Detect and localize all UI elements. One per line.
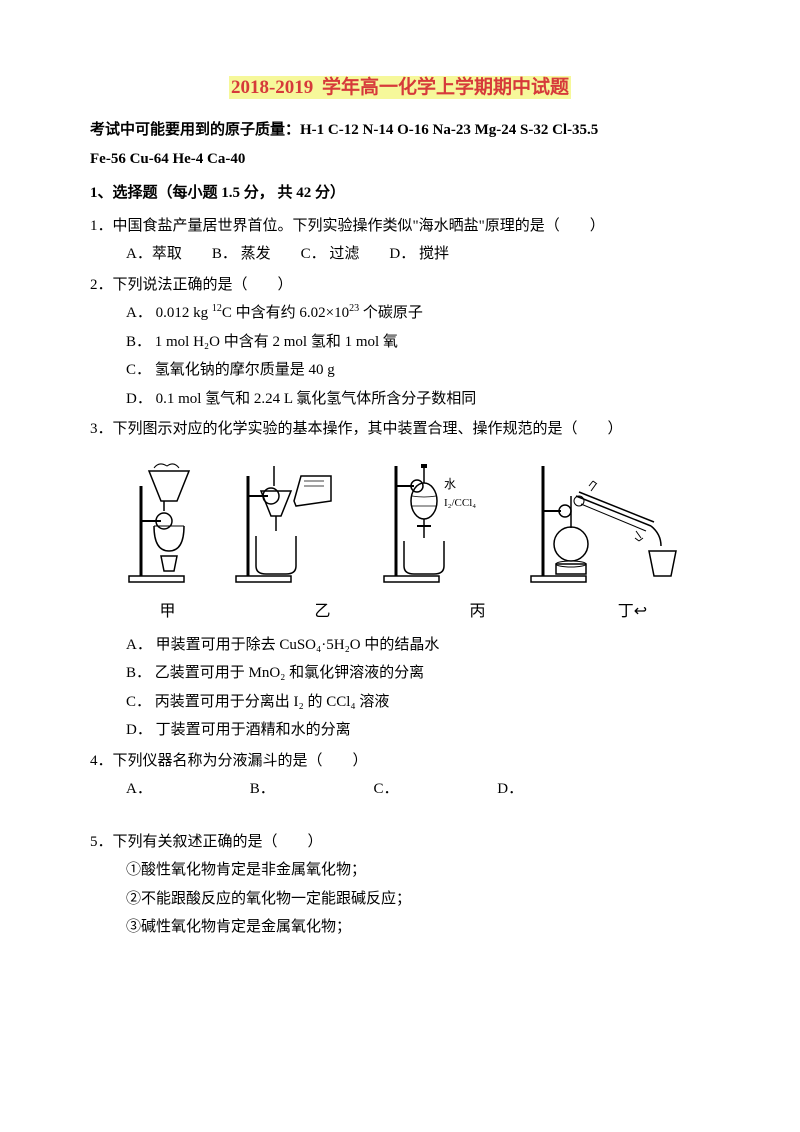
q3-figure-labels: 甲 乙 丙 丁↩ xyxy=(90,597,710,627)
q2-opt-c: C． 氢氧化钠的摩尔质量是 40 g xyxy=(126,356,710,385)
q1-opt-a: A．萃取 xyxy=(126,246,182,262)
spacer xyxy=(90,806,710,826)
question-3: 3．下列图示对应的化学实验的基本操作，其中装置合理、操作规范的是（ ） xyxy=(90,415,710,745)
isotope-12: 12 xyxy=(212,303,222,314)
q1-opt-c: C． 过滤 xyxy=(301,246,360,262)
q1-options: A．萃取 B． 蒸发 C． 过滤 D． 搅拌 xyxy=(90,240,710,269)
apparatus-yi xyxy=(226,456,356,591)
q5-s2: ②不能跟酸反应的氧化物一定能跟碱反应； xyxy=(126,885,710,914)
q1-opt-b: B． 蒸发 xyxy=(212,246,271,262)
q4-opt-c: C． xyxy=(374,775,494,804)
fig-label-ding: 丁↩ xyxy=(555,597,710,627)
exam-page: 2018-2019 学年高一化学上学期期中试题 考试中可能要用到的原子质量：H-… xyxy=(0,0,800,984)
question-5: 5．下列有关叙述正确的是（ ） ①酸性氧化物肯定是非金属氧化物； ②不能跟酸反应… xyxy=(90,828,710,942)
question-4: 4．下列仪器名称为分液漏斗的是（ ） A． B． C． D． xyxy=(90,747,710,804)
apparatus-ding xyxy=(521,456,701,591)
q3-opt-a: A． 甲装置可用于除去 CuSO₄·5H₂O 中的结晶水 xyxy=(126,631,710,660)
q5-s3: ③碱性氧化物肯定是金属氧化物； xyxy=(126,913,710,942)
q4-opt-a: A． xyxy=(126,775,246,804)
atomic-line2: Fe-56 Cu-64 He-4 Ca-40 xyxy=(90,151,245,167)
q3-opt-b: B． 乙装置可用于 MnO₂ 和氯化钾溶液的分离 xyxy=(126,659,710,688)
fig-label-jia: 甲 xyxy=(90,597,245,627)
atomic-line1: H-1 C-12 N-14 O-16 Na-23 Mg-24 S-32 Cl-3… xyxy=(300,122,598,138)
apparatus-bing: 水 I₂/CCl₄ xyxy=(374,456,504,591)
title-rest: 学年高一化学上学期期中试题 xyxy=(315,76,571,99)
q4-options: A． B． C． D． xyxy=(90,775,710,804)
question-1: 1．中国食盐产量居世界首位。下列实验操作类似"海水晒盐"原理的是（ ） A．萃取… xyxy=(90,212,710,269)
q2-opt-b: B． 1 mol H₂O 中含有 2 mol 氢和 1 mol 氧 xyxy=(126,328,710,357)
q2-text: 2．下列说法正确的是（ ） xyxy=(90,271,710,300)
label-iccl: I₂/CCl₄ xyxy=(444,497,476,509)
q2-opt-d: D． 0.1 mol 氢气和 2.24 L 氯化氢气体所含分子数相同 xyxy=(126,385,710,414)
atomic-label: 考试中可能要用到的原子质量： xyxy=(90,122,300,138)
apparatus-jia xyxy=(99,456,209,591)
q3-opt-c: C． 丙装置可用于分离出 I₂ 的 CCl₄ 溶液 xyxy=(126,688,710,717)
title-year: 2018-2019 xyxy=(229,76,315,99)
q1-text: 1．中国食盐产量居世界首位。下列实验操作类似"海水晒盐"原理的是（ ） xyxy=(90,212,710,241)
q3-figure: 水 I₂/CCl₄ xyxy=(90,456,710,591)
q2-opt-a: A． 0.012 kg 12C 中含有约 6.02×1023 个碳原子 xyxy=(126,299,710,328)
fig-label-bing: 丙 xyxy=(400,597,555,627)
q1-opt-d: D． 搅拌 xyxy=(389,246,449,262)
page-title: 2018-2019 学年高一化学上学期期中试题 xyxy=(90,70,710,106)
q4-opt-d: D． xyxy=(497,775,617,804)
label-water: 水 xyxy=(444,477,456,491)
section-1-heading: 1、选择题（每小题 1.5 分， 共 42 分） xyxy=(90,179,710,208)
q3-text: 3．下列图示对应的化学实验的基本操作，其中装置合理、操作规范的是（ ） xyxy=(90,415,710,444)
q4-text: 4．下列仪器名称为分液漏斗的是（ ） xyxy=(90,747,710,776)
question-2: 2．下列说法正确的是（ ） A． 0.012 kg 12C 中含有约 6.02×… xyxy=(90,271,710,414)
q4-opt-b: B． xyxy=(250,775,370,804)
fig-label-yi: 乙 xyxy=(245,597,400,627)
q5-s1: ①酸性氧化物肯定是非金属氧化物； xyxy=(126,856,710,885)
q5-text: 5．下列有关叙述正确的是（ ） xyxy=(90,828,710,857)
q3-opt-d: D． 丁装置可用于酒精和水的分离 xyxy=(126,716,710,745)
atomic-mass-block: 考试中可能要用到的原子质量：H-1 C-12 N-14 O-16 Na-23 M… xyxy=(90,116,710,173)
